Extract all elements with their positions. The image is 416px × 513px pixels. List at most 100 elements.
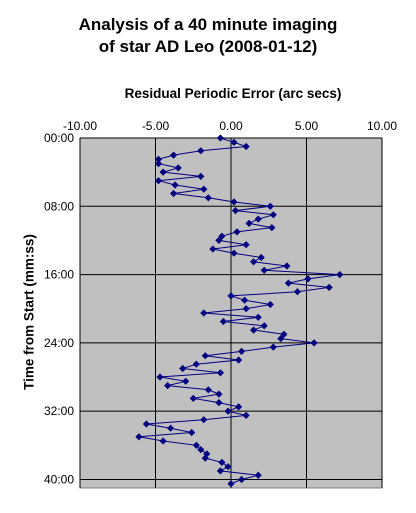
data-point [310, 339, 318, 347]
y-tick-label: 40:00 [44, 472, 74, 486]
data-point [231, 207, 240, 215]
data-point [254, 313, 262, 321]
data-point [280, 330, 288, 338]
x-tick-labels: -10.00 -5.00 0.00 5.00 10.00 [63, 119, 397, 133]
data-point [266, 300, 274, 309]
data-point [250, 326, 258, 334]
data-point [284, 279, 292, 287]
data-point [216, 134, 224, 142]
data-point [304, 275, 312, 283]
data-point [238, 475, 246, 484]
data-point [227, 292, 235, 300]
y-tick-label: 00:00 [44, 131, 74, 145]
data-point [224, 407, 232, 415]
data-point [209, 245, 217, 253]
data-point [218, 458, 226, 466]
data-point [179, 364, 187, 373]
data-point [167, 424, 175, 432]
data-point [293, 288, 301, 296]
data-point [154, 177, 163, 185]
data-point [230, 198, 238, 206]
data-point [269, 211, 277, 219]
data-point [164, 382, 172, 390]
data-point [135, 433, 143, 441]
data-point [260, 322, 268, 330]
y-tick-label: 32:00 [44, 404, 74, 418]
data-point [142, 420, 150, 428]
data-point [268, 224, 276, 232]
data-point [197, 446, 205, 454]
data-point [233, 228, 241, 236]
data-point [200, 416, 208, 424]
grid [79, 137, 383, 488]
series-line [138, 137, 340, 485]
data-point [197, 147, 205, 155]
data-point [159, 437, 167, 445]
data-point [266, 202, 274, 210]
data-point [201, 352, 209, 360]
data-point [204, 194, 212, 202]
data-point [188, 428, 196, 437]
data-point [215, 399, 223, 407]
data-point [227, 480, 235, 488]
data-point [242, 142, 250, 151]
data-point [235, 356, 243, 364]
data-point [216, 369, 224, 377]
data-point [250, 258, 258, 266]
data-points [135, 134, 344, 488]
data-point [235, 403, 243, 411]
y-tick-labels: 00:00 08:00 16:00 24:00 32:00 40:00 [44, 131, 74, 486]
data-point [200, 309, 208, 317]
data-point [182, 377, 190, 385]
data-point [156, 373, 164, 381]
data-point [170, 189, 178, 198]
x-tick-label: 0.00 [219, 119, 243, 133]
data-point [218, 232, 226, 240]
data-point [238, 347, 246, 355]
data-point [201, 454, 209, 462]
data-point [204, 386, 212, 394]
data-point [216, 467, 224, 475]
data-point [254, 215, 262, 223]
data-point [219, 317, 227, 326]
data-point [215, 236, 223, 244]
data-point [174, 164, 182, 172]
x-tick-label: -10.00 [63, 119, 97, 133]
data-point [192, 360, 200, 368]
data-point [170, 151, 178, 159]
data-point [283, 262, 291, 270]
data-point [277, 335, 285, 343]
data-point [189, 394, 197, 402]
data-point [230, 138, 238, 146]
data-point [241, 296, 249, 304]
data-point [154, 155, 163, 163]
x-tick-label: -5.00 [142, 119, 170, 133]
y-tick-label: 16:00 [44, 268, 74, 282]
data-point [245, 219, 253, 227]
data-point [197, 172, 205, 180]
x-tick-label: 5.00 [295, 119, 319, 133]
data-point [171, 181, 179, 189]
data-point [325, 283, 333, 291]
chart-title-line-1: Analysis of a 40 minute imaging [78, 15, 338, 34]
data-point [154, 160, 163, 168]
x-tick-label: 10.00 [367, 119, 397, 133]
data-point [254, 471, 262, 479]
data-point [224, 463, 232, 471]
y-tick-label: 08:00 [44, 199, 74, 213]
data-point [269, 343, 277, 351]
chart-title-line-2: of star AD Leo (2008-01-12) [98, 37, 318, 56]
x-axis-label: Residual Periodic Error (arc secs) [124, 86, 342, 101]
data-point [230, 249, 238, 257]
data-point [200, 185, 208, 193]
data-point [215, 390, 223, 398]
data-point [336, 271, 344, 279]
data-point [159, 168, 167, 176]
data-point [242, 305, 250, 313]
data-point [257, 253, 265, 262]
data-point [203, 450, 211, 458]
y-tick-label: 24:00 [44, 336, 74, 350]
data-point [242, 241, 250, 249]
data-point [242, 411, 250, 419]
